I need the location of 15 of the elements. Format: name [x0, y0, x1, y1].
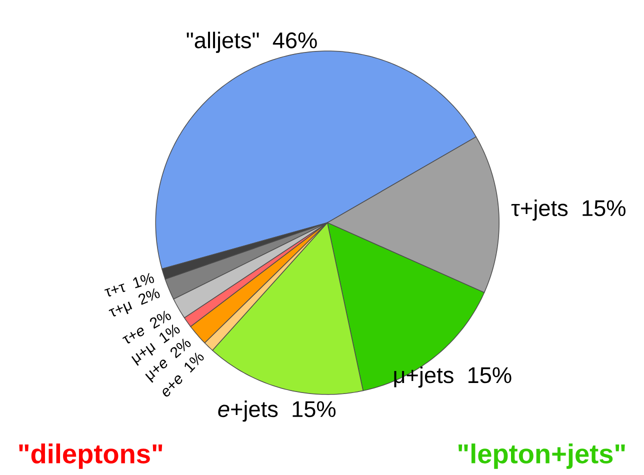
slice-label: τ+μ: [108, 302, 132, 316]
data-label: 15%: [582, 200, 626, 216]
slice-label: τ+τ: [104, 284, 126, 296]
slice-label: "alljets": [186, 32, 259, 53]
slice-label: τ+e: [122, 328, 144, 344]
data-label: 46%: [272, 32, 317, 48]
data-label: 15%: [292, 401, 336, 418]
text: "lepton+jets": [458, 444, 625, 469]
slice-label: τ+jets: [511, 200, 568, 221]
data-label: 1%: [133, 273, 154, 288]
data-label: 2%: [138, 288, 160, 305]
slice-label: μ+jets: [394, 366, 454, 388]
data-label: 15%: [468, 367, 512, 384]
text: "dileptons": [19, 444, 162, 469]
slice-label: e+jets: [218, 400, 278, 422]
